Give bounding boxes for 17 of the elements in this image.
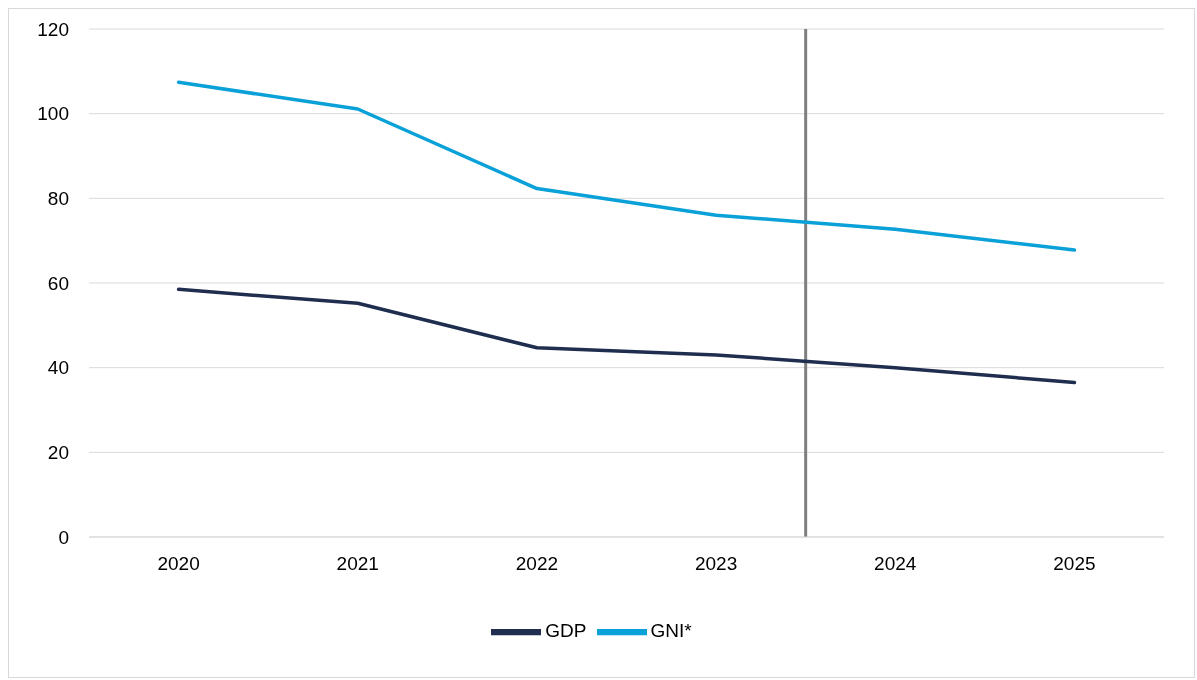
y-tick-label: 0 (58, 526, 69, 548)
line-series (176, 287, 1077, 385)
x-tick-label: 2022 (515, 553, 559, 575)
x-tick-label: 2024 (874, 553, 917, 575)
y-tick-label: 80 (47, 188, 69, 210)
y-tick-label: 60 (47, 272, 69, 294)
x-tick-label: 2020 (157, 553, 200, 575)
legend-label: GDP (545, 620, 587, 642)
legend-label: GNI* (650, 620, 692, 642)
y-tick-label: 40 (47, 357, 69, 379)
y-tick-label: 100 (37, 103, 69, 125)
y-tick-label: 120 (37, 18, 69, 40)
x-tick-label: 2025 (1053, 553, 1096, 575)
line-series (176, 80, 1077, 252)
x-tick-label: 2021 (336, 553, 379, 575)
y-tick-label: 20 (47, 442, 69, 464)
x-tick-label: 2023 (694, 553, 738, 575)
